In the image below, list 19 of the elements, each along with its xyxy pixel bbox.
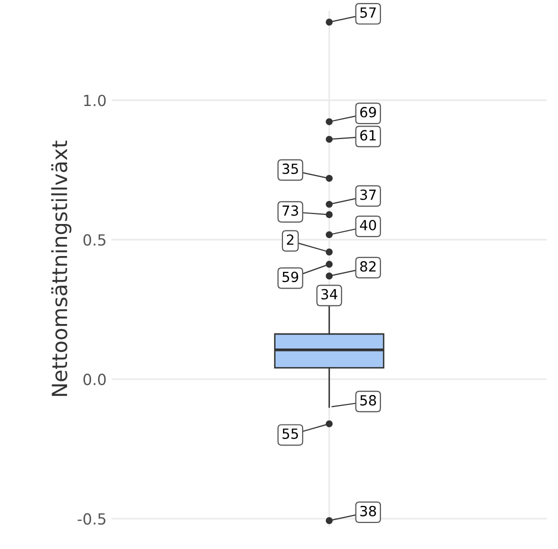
annotation: 38 — [360, 506, 376, 516]
annotation: 82 — [360, 261, 376, 272]
annotation: 61 — [360, 130, 376, 141]
annotation: 59 — [282, 272, 298, 282]
annotation: 55 — [282, 428, 298, 439]
y-axis-title: Nettoomsättningstillväxt — [51, 140, 72, 396]
annotation: 73 — [282, 205, 298, 216]
annotation: 35 — [282, 164, 298, 174]
y-tick-label: 0.0 — [83, 374, 106, 386]
annotation: 58 — [360, 395, 376, 406]
annotation: 2 — [286, 234, 294, 245]
annotation: 34 — [321, 289, 338, 300]
annotation: 69 — [360, 106, 376, 118]
annotation: 37 — [360, 189, 376, 200]
annotation: 40 — [360, 220, 376, 230]
annotation: 57 — [360, 8, 376, 18]
y-tick-label: 1.0 — [84, 94, 106, 106]
y-tick-label: -0.5 — [78, 513, 106, 525]
y-tick-label: 0.5 — [83, 234, 106, 246]
